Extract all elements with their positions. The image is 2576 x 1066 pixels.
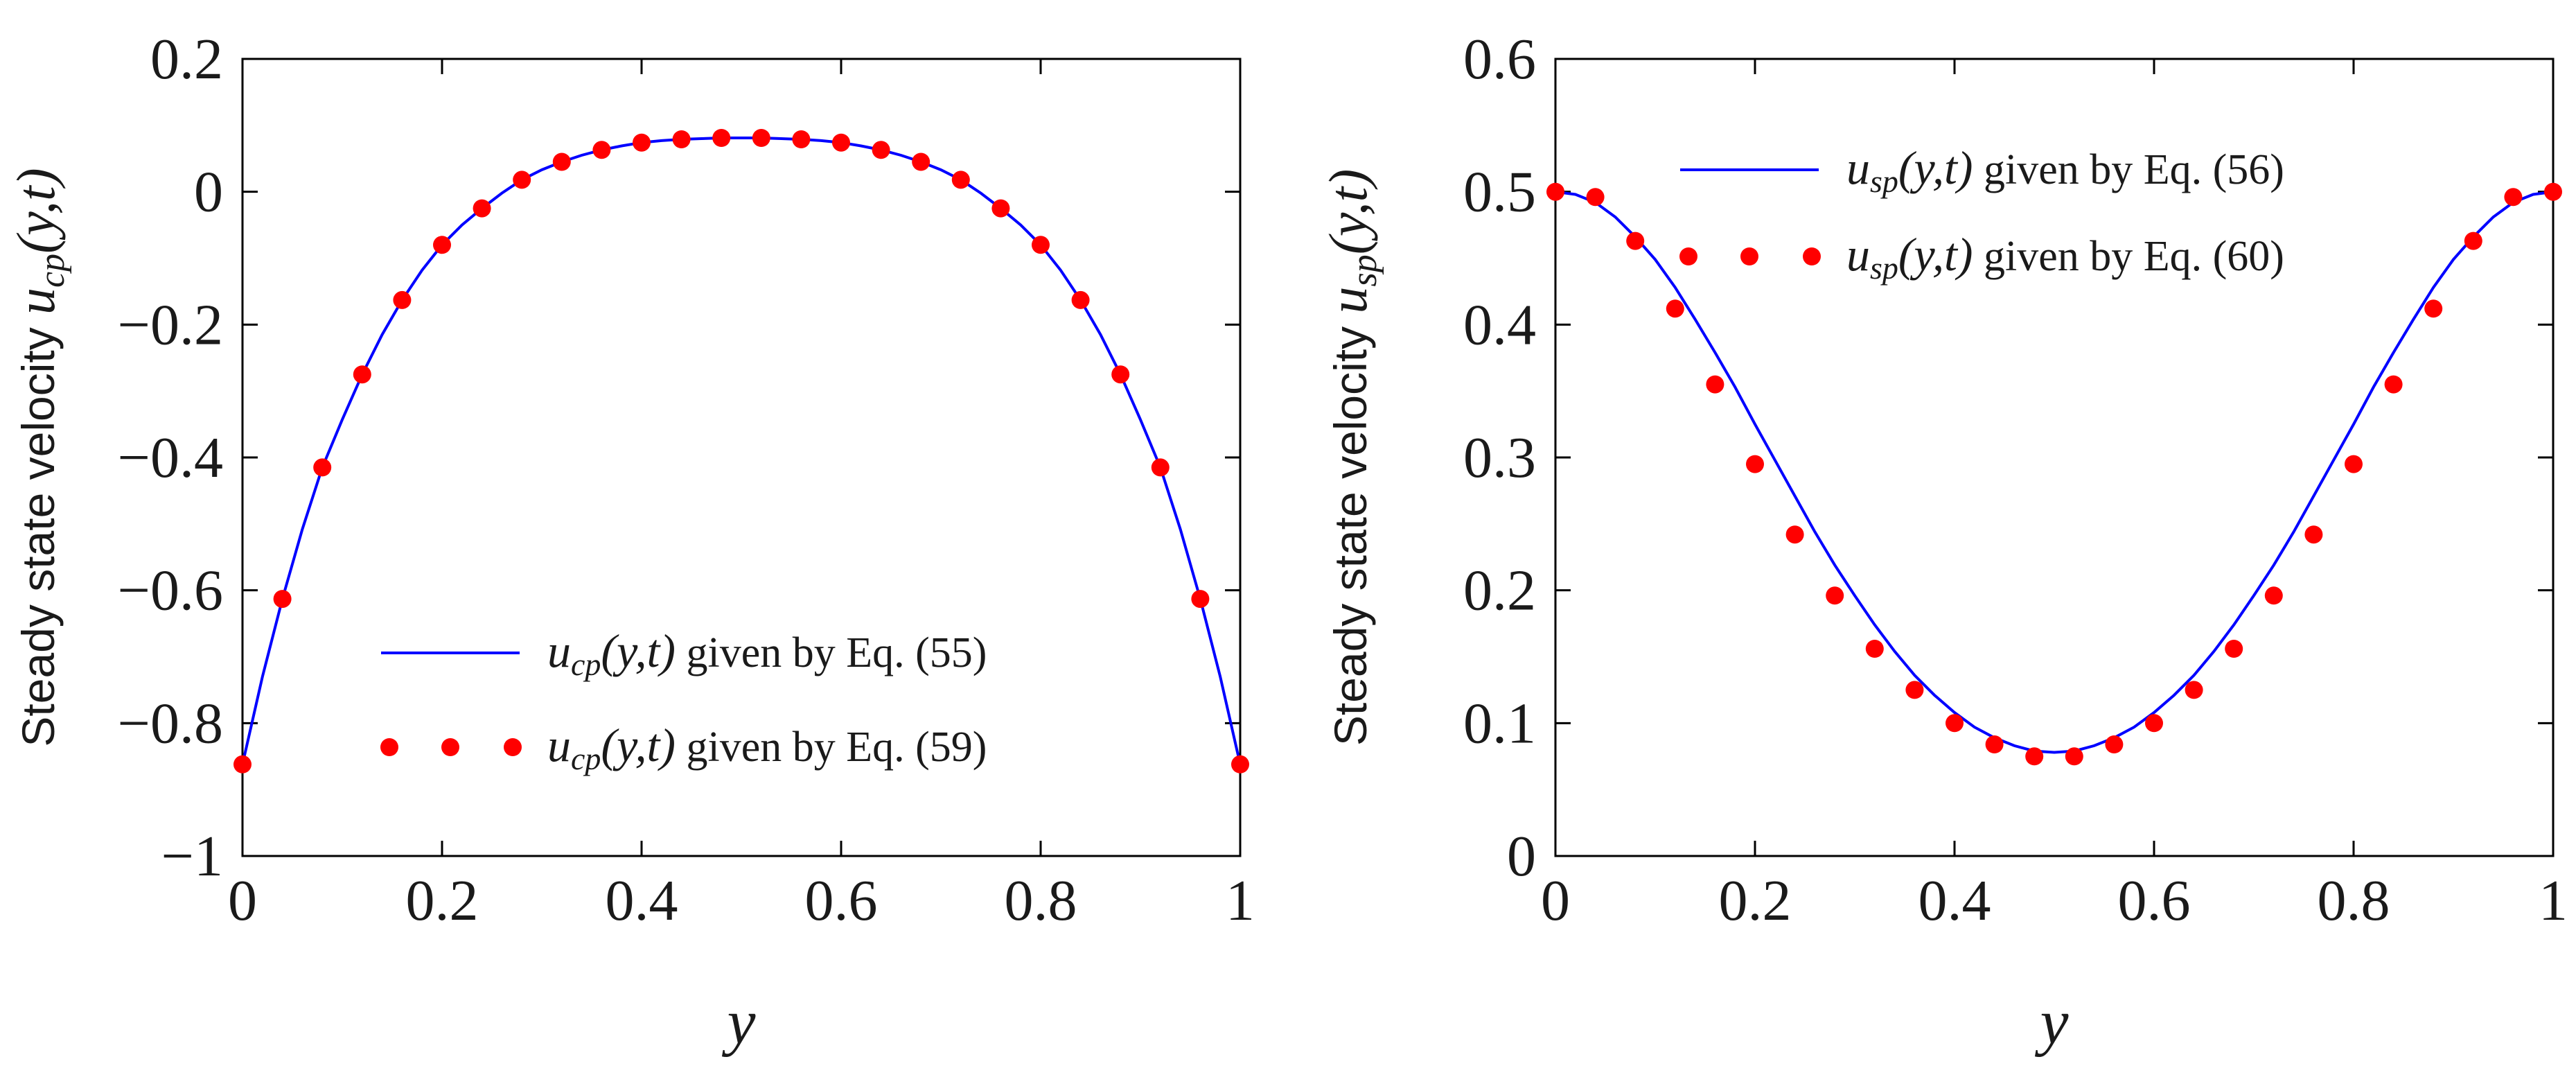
x-axis-title: y [2035, 986, 2069, 1057]
data-point [752, 129, 770, 147]
right-chart: 0 0.1 0.2 0.3 0.4 0.5 0.6 0 0.2 0.4 0.6 0.8 1 y Steady… [1318, 27, 2568, 1057]
data-point [2264, 586, 2283, 605]
data-point [2145, 714, 2163, 733]
data-point [1905, 681, 1924, 699]
data-point [1985, 735, 2004, 753]
data-point [792, 130, 811, 148]
legend-entry: ucp(y,t) given by Eq. (55) [547, 624, 987, 682]
legend-entry: usp(y,t) given by Eq. (60) [1846, 228, 2284, 286]
data-point [2384, 375, 2403, 394]
data-point [832, 133, 850, 152]
legend-marker-swatch [380, 738, 398, 756]
data-point [2225, 640, 2243, 658]
y-tick-label: 0.2 [1463, 559, 1536, 623]
data-point [1231, 755, 1249, 774]
x-tick-label: 0 [1541, 868, 1570, 933]
data-point [1151, 458, 1170, 477]
data-point [513, 171, 531, 189]
y-tick-label: −0.8 [118, 691, 223, 755]
data-point [1826, 586, 1844, 605]
data-point [912, 152, 930, 171]
x-tick-label: 0.6 [805, 868, 878, 933]
x-tick-label: 0.8 [2318, 868, 2390, 933]
x-tick-label: 0.4 [606, 868, 678, 933]
y-tick-label: −0.2 [118, 292, 223, 357]
series-line [241, 137, 1242, 765]
data-point [1666, 299, 1684, 318]
data-point [552, 152, 571, 171]
data-point [951, 171, 970, 189]
y-tick-label: 0.5 [1463, 160, 1536, 225]
data-point [473, 199, 491, 218]
data-point [1586, 188, 1605, 207]
data-point [1546, 182, 1564, 201]
data-point [2025, 747, 2044, 766]
series-line [1555, 190, 2554, 754]
data-point [1071, 290, 1090, 309]
data-point [433, 236, 451, 254]
x-tick-label: 0.6 [2118, 868, 2191, 933]
y-tick-label: 0.6 [1463, 27, 1536, 91]
x-tick-label: 0.2 [406, 868, 479, 933]
x-tick-label: 1 [2539, 868, 2568, 933]
legend-marker-swatch [1740, 247, 1758, 265]
legend-marker-swatch [1679, 247, 1697, 265]
y-tick-label: 0.3 [1463, 426, 1536, 490]
x-tick-label: 0.2 [1719, 868, 1792, 933]
legend-entry: usp(y,t) given by Eq. (56) [1846, 141, 2284, 199]
legend-marker-swatch [1803, 247, 1821, 265]
x-tick-label: 0.4 [1918, 868, 1991, 933]
data-point [1111, 365, 1130, 384]
data-point [1946, 714, 1964, 733]
data-point [2464, 231, 2482, 250]
data-point [872, 141, 890, 159]
y-tick-label: −0.4 [118, 426, 223, 490]
data-point [233, 755, 252, 774]
data-point [991, 199, 1010, 218]
data-point [1706, 375, 1724, 394]
y-tick-label: −1 [161, 824, 223, 889]
data-point [592, 141, 611, 159]
data-point [2304, 525, 2323, 544]
y-tick-label: 0 [1507, 824, 1536, 889]
data-point [2345, 455, 2363, 473]
y-tick-label: 0.2 [150, 27, 223, 91]
data-point [2065, 747, 2083, 766]
data-point [353, 365, 371, 384]
y-tick-label: −0.6 [118, 559, 223, 623]
x-tick-label: 1 [1226, 868, 1255, 933]
legend-entry: ucp(y,t) given by Eq. (59) [547, 719, 987, 776]
data-point [2504, 188, 2523, 207]
legend-marker-swatch [504, 738, 522, 756]
data-point [2424, 299, 2443, 318]
data-point [2105, 735, 2124, 753]
x-tick-label: 0.8 [1005, 868, 1077, 933]
data-point [1191, 590, 1210, 609]
y-tick-label: 0 [194, 160, 223, 225]
data-point [1785, 525, 1804, 544]
x-axis-title: y [722, 986, 756, 1057]
data-point [1746, 455, 1764, 473]
left-chart: −1 −0.8 −0.6 −0.4 −0.2 0 0.2 0 0.2 0.4 0.6 0.8 1 y Ste… [6, 27, 1255, 1057]
data-point [712, 129, 731, 147]
y-tick-label: 0.4 [1463, 292, 1536, 357]
data-point [672, 130, 691, 148]
data-point [1626, 231, 1645, 250]
legend-marker-swatch [441, 738, 459, 756]
data-point [1032, 236, 1050, 254]
x-tick-label: 0 [228, 868, 257, 933]
y-tick-label: 0.1 [1463, 691, 1536, 755]
data-point [2544, 182, 2562, 201]
data-point [1865, 640, 1884, 658]
data-point [2185, 681, 2203, 699]
data-point [393, 290, 412, 309]
data-point [313, 458, 332, 477]
y-axis-title: Steady state velocity ucp(y,t) [6, 168, 72, 746]
y-axis-title: Steady state velocity usp(y,t) [1318, 169, 1384, 746]
data-point [633, 133, 651, 152]
data-point [273, 590, 292, 609]
